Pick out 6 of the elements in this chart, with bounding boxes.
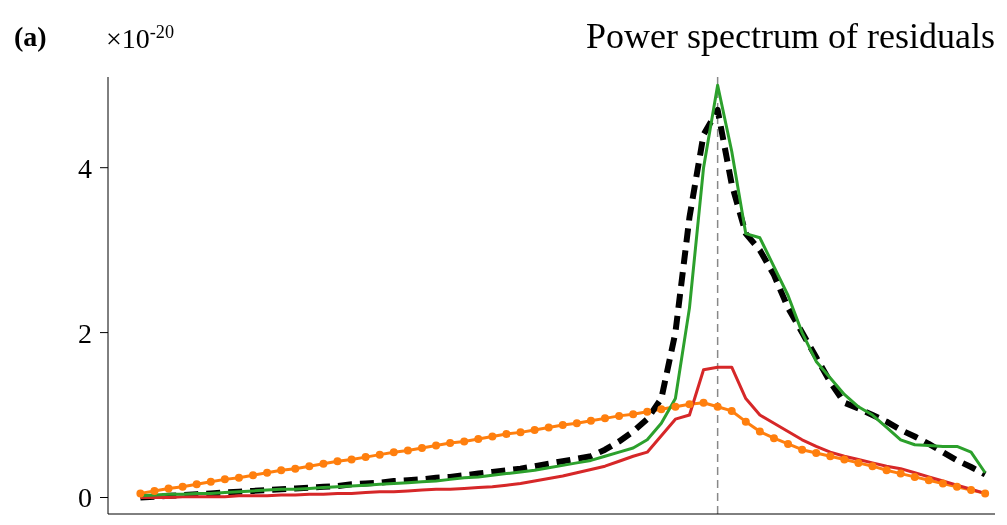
y-tick-label: 4 xyxy=(78,152,92,184)
y-tick-label: 2 xyxy=(78,317,92,349)
y-tick-label: 0 xyxy=(78,482,92,514)
text: ×10$^{-20}$ xyxy=(106,22,175,54)
chart-title: Power spectrum of residuals xyxy=(586,16,995,56)
text: (a) xyxy=(14,21,47,52)
